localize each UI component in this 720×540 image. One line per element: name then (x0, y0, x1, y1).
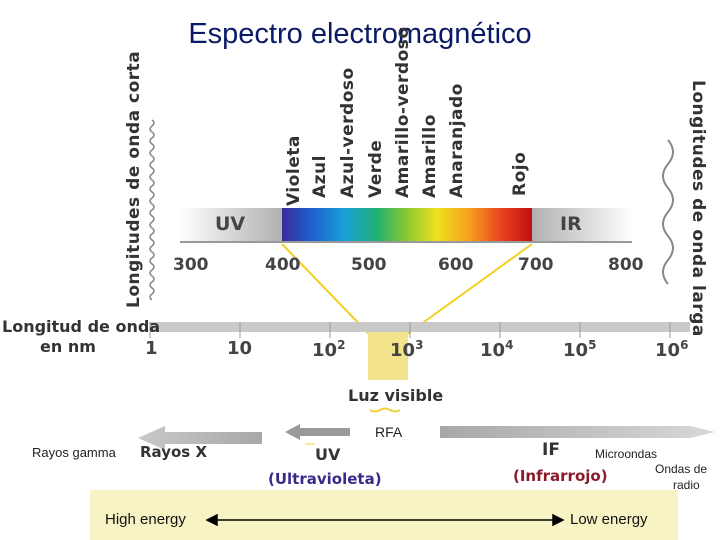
gamma-rays-label: Rayos gamma (32, 445, 116, 460)
low-energy-label: Low energy (570, 511, 648, 528)
right-arrow-bar (440, 426, 715, 438)
wavelength-unit-label: en nm (40, 337, 96, 356)
page-title: Espectro electromagnético (188, 18, 532, 50)
radio-waves-label-line1: Ondas de (655, 462, 708, 476)
color-label-azul-verdoso: Azul-verdoso (338, 67, 358, 198)
color-label-violeta: Violeta (284, 135, 304, 206)
color-label-amarillo: Amarillo (420, 114, 440, 198)
visible-band (282, 208, 532, 242)
short-wave-icon (149, 119, 155, 301)
wavelength-label: Longitud de onda (2, 317, 161, 336)
uv-full-label: (Ultravioleta) (268, 470, 382, 488)
scale-tick-10-6: 106 (655, 338, 689, 361)
scale-tick-10-5: 105 (563, 338, 597, 361)
ir-label: IF (542, 440, 560, 460)
top-tick-800: 800 (608, 255, 644, 275)
visible-light-label: Luz visible (348, 386, 444, 405)
top-tick-400: 400 (265, 255, 301, 275)
uv-arrow (285, 424, 350, 440)
scale-tick-10-3: 103 (390, 338, 424, 361)
scale-tick-10-4: 104 (480, 338, 514, 361)
color-label-rojo: Rojo (510, 151, 530, 196)
uv-band (180, 208, 282, 242)
scale-axis (150, 322, 690, 332)
ir-full-label: (Infrarrojo) (513, 467, 608, 485)
short-wavelength-label: Longitudes de onda corta (124, 50, 144, 308)
top-tick-600: 600 (438, 255, 474, 275)
color-label-azul: Azul (310, 155, 330, 198)
long-wavelength-label: Longitudes de onda larga (688, 80, 708, 337)
left-arrow-bar (138, 426, 262, 450)
scale-tick-10: 10 (227, 338, 253, 359)
high-energy-label: High energy (105, 511, 186, 528)
top-tick-500: 500 (351, 255, 387, 275)
uv-band-label: UV (215, 213, 246, 235)
long-wave-icon (662, 139, 674, 285)
color-label-anaranjado: Anaranjado (447, 83, 467, 198)
xray-label: Rayos X (140, 443, 208, 461)
scale-tick-10-2: 102 (312, 338, 346, 361)
scale-tick-1: 1 (145, 338, 158, 359)
color-label-amarillo-verdoso: Amarillo-verdoso (393, 26, 413, 198)
top-tick-300: 300 (173, 255, 209, 275)
ir-band (532, 208, 632, 242)
energy-arrow-icon (205, 513, 565, 527)
radio-waves-label-line2: radio (673, 478, 700, 492)
energy-bar (90, 490, 678, 540)
uv-label: UV (315, 445, 341, 464)
microwave-label: Microondas (595, 447, 658, 461)
color-label-verde: Verde (366, 139, 386, 198)
ir-band-label: IR (560, 213, 582, 235)
top-tick-700: 700 (518, 255, 554, 275)
visible-highlight (368, 330, 408, 380)
rfa-label: RFA (375, 424, 403, 440)
